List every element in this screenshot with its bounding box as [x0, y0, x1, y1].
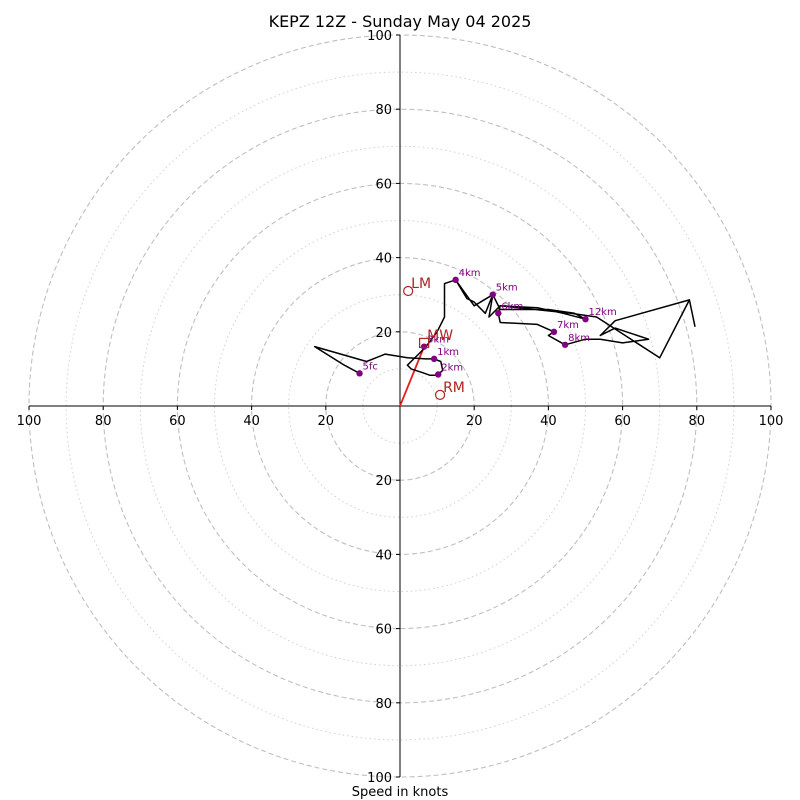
height-label-12km: 12km	[589, 307, 617, 318]
height-point-1km	[430, 355, 438, 363]
marker-rm	[434, 389, 446, 400]
height-label-1km: 1km	[437, 347, 459, 358]
y-tick-label: 40	[375, 252, 392, 267]
height-label-3km: 3km	[427, 335, 449, 346]
marker-mw	[419, 337, 430, 349]
x-tick-label: 40	[243, 414, 260, 429]
height-point-12km	[582, 315, 589, 323]
y-tick-label: 80	[375, 103, 392, 118]
y-tick-label: 100	[367, 29, 392, 44]
y-tick-label: 20	[375, 474, 392, 489]
marker-label-rm: RM	[443, 380, 465, 396]
y-tick-label: 100	[367, 771, 392, 786]
height-point-8km	[561, 341, 569, 348]
height-point-4km	[452, 276, 459, 284]
marker-label-mw: MW	[427, 328, 453, 344]
x-tick-label: 80	[689, 414, 706, 429]
storm-markers: LM RM MW	[403, 276, 465, 400]
y-tick-label: 60	[375, 623, 392, 638]
x-tick-label: 100	[17, 414, 42, 429]
x-tick-label: 20	[466, 414, 483, 429]
height-label-2km: 2km	[441, 362, 463, 373]
height-label-5km: 5km	[496, 283, 518, 294]
x-tick-label: 20	[318, 414, 335, 429]
x-axis-label: Speed in knots	[352, 785, 449, 800]
tick-labels: 100 80 60 40 20 20 40 60 80 100 100 80 60 40 20 20 40 60 8…	[17, 29, 784, 786]
y-tick-label: 40	[375, 548, 392, 563]
y-tick-label: 20	[375, 326, 392, 341]
height-label-7km: 7km	[557, 320, 579, 331]
height-label-8km: 8km	[568, 333, 590, 344]
height-label-4km: 4km	[459, 268, 481, 279]
height-point-5fc	[356, 370, 363, 377]
marker-lm	[403, 285, 414, 297]
chart-title: KEPZ 12Z - Sunday May 04 2025	[269, 12, 532, 31]
y-tick-label: 60	[375, 177, 392, 192]
x-tick-label: 80	[95, 414, 112, 429]
shear-vector-line	[399, 346, 425, 407]
x-tick-label: 100	[759, 414, 784, 429]
height-label-6km: 6km	[501, 301, 523, 312]
height-point-5km	[489, 291, 496, 298]
x-tick-label: 60	[169, 414, 186, 429]
height-point-7km	[550, 328, 558, 335]
marker-label-lm: LM	[411, 276, 431, 292]
height-point-6km	[495, 310, 502, 317]
x-tick-label: 40	[540, 414, 557, 429]
x-tick-label: 60	[614, 414, 631, 429]
height-point-3km	[420, 343, 428, 350]
height-label-5fc: 5fc	[363, 361, 378, 372]
y-tick-label: 80	[375, 697, 392, 712]
height-point-2km	[435, 371, 442, 378]
